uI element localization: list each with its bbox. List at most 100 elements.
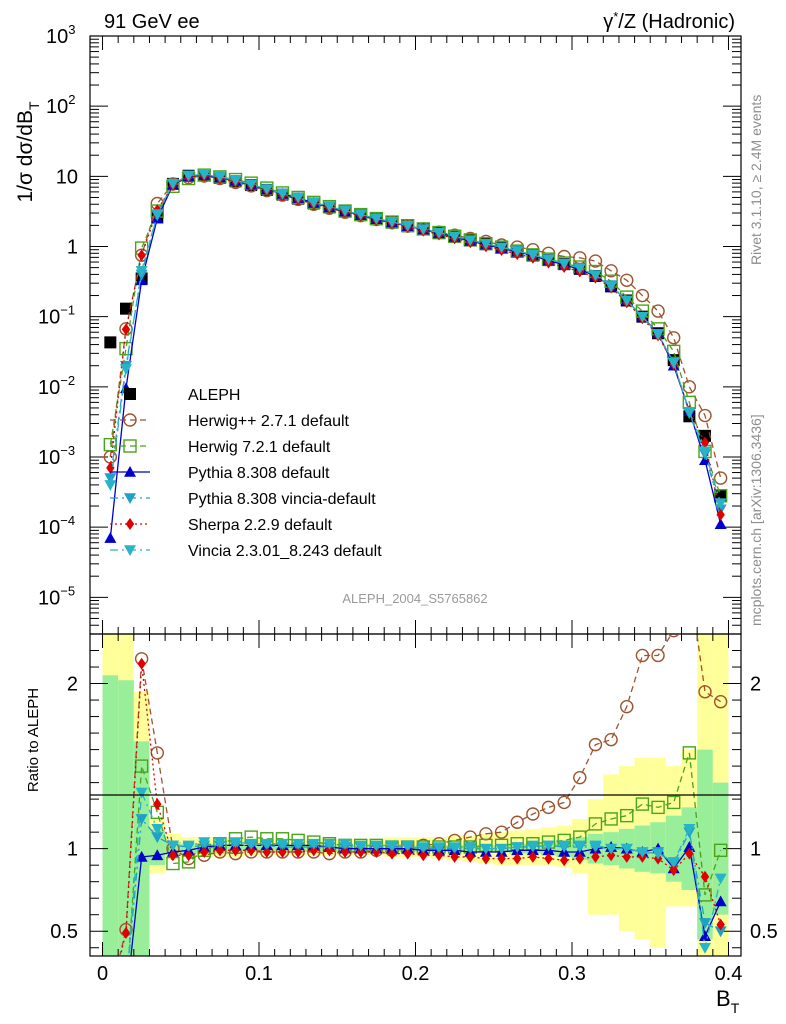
ratio-point-pythia-8-308-vincia-default <box>135 814 148 825</box>
ratio-point-herwig-2-7-1-default <box>667 634 680 638</box>
band-green <box>697 749 713 940</box>
point-vincia-2-3-01-8-243-default <box>526 250 539 261</box>
ratio-point-sherpa-2-2-9-default <box>372 845 381 858</box>
ratio-point-vincia-2-3-01-8-243-default <box>636 847 649 858</box>
ratio-point-herwig-7-2-1-default <box>120 991 132 1003</box>
y-tick-label-main: 10−4 <box>38 513 75 539</box>
ratio-point-herwig-2-7-1-default <box>683 575 695 587</box>
y-tick-label-ratio: 2 <box>67 674 78 696</box>
ratio-series-sherpa-2-2-9-default <box>119 657 725 956</box>
y-axis-label-main: 1/σ dσ/dBT <box>14 101 42 202</box>
ratio-point-herwig-2-7-1-default <box>588 737 603 752</box>
ratio-point-vincia-2-3-01-8-243-default <box>307 838 320 850</box>
band-green <box>712 782 729 915</box>
ratio-point-vincia-2-3-01-8-243-default <box>260 838 273 850</box>
point-vincia-2-3-01-8-243-default <box>182 170 195 182</box>
ratio-point-herwig-2-7-1-default <box>651 648 665 663</box>
legend-label: Vincia 2.3.01_8.243 default <box>188 543 382 560</box>
y-tick-label-ratio: 0.5 <box>50 921 78 943</box>
point-vincia-2-3-01-8-243-default <box>558 258 571 270</box>
y-tick-label-ratio-right: 0.5 <box>750 921 778 943</box>
legend-marker <box>124 388 136 400</box>
ratio-point-sherpa-2-2-9-default <box>716 918 725 931</box>
ratio-point-sherpa-2-2-9-default <box>356 845 365 858</box>
ratio-series-vincia-2-3-01-8-243-default <box>128 787 727 956</box>
ratio-point-vincia-2-3-01-8-243-default <box>135 787 148 799</box>
y-tick-label-main: 10 <box>56 166 78 188</box>
series-line-pythia-8-308-default <box>109 174 722 539</box>
ratio-point-sherpa-2-2-9-default <box>606 849 616 862</box>
ratio-point-pythia-8-308-default <box>120 996 132 1007</box>
x-tick-label: 0 <box>97 963 108 985</box>
ratio-point-vincia-2-3-01-8-243-default <box>339 838 352 850</box>
ratio-point-sherpa-2-2-9-default <box>481 852 491 865</box>
ratio-point-vincia-2-3-01-8-243-default <box>714 873 727 885</box>
series-line-herwig-7-2-1-default <box>109 174 722 496</box>
band-green <box>102 675 119 956</box>
ratio-point-sherpa-2-2-9-default <box>215 844 225 857</box>
ratio-point-pythia-8-308-vincia-default <box>714 926 727 938</box>
point-vincia-2-3-01-8-243-default <box>683 407 696 418</box>
ratio-point-vincia-2-3-01-8-243-default <box>245 838 258 850</box>
ratio-point-herwig-2-7-1-default <box>510 815 524 829</box>
legend-label: Sherpa 2.2.9 default <box>188 517 333 534</box>
y-tick-label-main: 10−2 <box>38 373 75 399</box>
legend-label: ALEPH <box>188 387 240 404</box>
ratio-point-sherpa-2-2-9-default <box>293 845 303 858</box>
y-tick-label-main: 10−5 <box>38 583 75 609</box>
ratio-point-sherpa-2-2-9-default <box>669 864 678 877</box>
point-vincia-2-3-01-8-243-default <box>307 197 320 209</box>
legend-marker <box>124 493 136 504</box>
y-tick-label-main: 103 <box>46 22 75 48</box>
point-vincia-2-3-01-8-243-default <box>589 270 602 282</box>
ratio-point-vincia-2-3-01-8-243-default <box>573 840 586 852</box>
ratio-point-pythia-8-308-default <box>699 930 712 941</box>
y-tick-label-main: 10−1 <box>38 303 75 329</box>
ratio-point-sherpa-2-2-9-default <box>137 657 146 670</box>
ratio-point-pythia-8-308-default <box>683 841 696 852</box>
legend-marker <box>123 439 137 453</box>
legend: ALEPH Herwig++ 2.7.1 default Herwig 7.2.1 … <box>110 387 382 560</box>
y-tick-label-ratio-right: 1 <box>750 839 761 861</box>
point-vincia-2-3-01-8-243-default <box>714 498 727 510</box>
ratio-point-herwig-7-2-1-default <box>604 812 618 826</box>
series-line-vincia-2-3-01-8-243-default <box>109 173 722 504</box>
ratio-point-pythia-8-308-vincia-default <box>151 832 164 844</box>
ratio-point-sherpa-2-2-9-default <box>246 844 256 857</box>
legend-label: Pythia 8.308 vincia-default <box>188 491 376 508</box>
point-vincia-2-3-01-8-243-default <box>479 239 492 250</box>
point-herwig-2-7-1-default <box>682 380 697 394</box>
ratio-point-sherpa-2-2-9-default <box>450 850 459 863</box>
ratio-point-pythia-8-308-default <box>714 895 727 907</box>
ratio-point-herwig-7-2-1-default <box>134 759 149 773</box>
ratio-point-vincia-2-3-01-8-243-default <box>292 838 305 850</box>
ratio-point-vincia-2-3-01-8-243-default <box>151 824 164 835</box>
point-sherpa-2-2-9-default <box>121 323 131 336</box>
ratio-point-sherpa-2-2-9-default <box>700 870 710 883</box>
ratio-point-vincia-2-3-01-8-243-default <box>683 824 696 835</box>
ratio-point-vincia-2-3-01-8-243-default <box>511 842 524 854</box>
point-vincia-2-3-01-8-243-default <box>401 220 414 232</box>
point-vincia-2-3-01-8-243-default <box>699 446 712 458</box>
ratio-point-sherpa-2-2-9-default <box>622 850 631 863</box>
point-pythia-8-308-default <box>714 518 727 530</box>
point-vincia-2-3-01-8-243-default <box>260 184 273 195</box>
ratio-point-sherpa-2-2-9-default <box>184 849 193 862</box>
series-line-herwig-2-7-1-default <box>109 175 722 479</box>
ratio-point-sherpa-2-2-9-default <box>419 849 428 862</box>
point-vincia-2-3-01-8-243-default <box>464 235 477 247</box>
series-line-sherpa-2-2-9-default <box>109 175 722 515</box>
point-aleph <box>104 336 117 349</box>
point-aleph <box>699 429 712 442</box>
point-vincia-2-3-01-8-243-default <box>292 192 305 204</box>
ratio-point-sherpa-2-2-9-default <box>309 844 318 857</box>
point-vincia-2-3-01-8-243-default <box>495 242 508 254</box>
ratio-point-sherpa-2-2-9-default <box>231 844 240 857</box>
point-vincia-2-3-01-8-243-default <box>448 231 461 243</box>
ratio-point-vincia-2-3-01-8-243-default <box>370 840 383 852</box>
legend-marker <box>123 413 137 427</box>
ratio-point-sherpa-2-2-9-default <box>168 849 178 862</box>
ratio-point-vincia-2-3-01-8-243-default <box>166 840 179 852</box>
point-herwig-2-7-1-default <box>698 408 712 423</box>
